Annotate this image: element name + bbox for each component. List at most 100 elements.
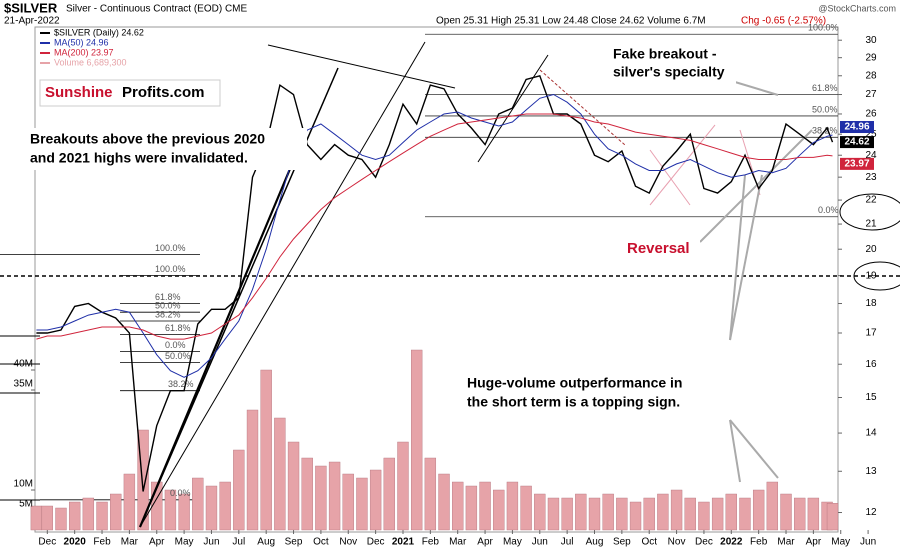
x-tick-label: Feb bbox=[422, 537, 440, 548]
y-tick-label: 16 bbox=[865, 359, 877, 370]
note: Breakouts above the previous 2020 bbox=[30, 131, 265, 147]
logo-box bbox=[39, 79, 221, 107]
note: silver's specialty bbox=[613, 64, 725, 80]
fib-label: 0.0% bbox=[170, 488, 191, 498]
volume-bar bbox=[725, 493, 737, 531]
volume-bar bbox=[274, 417, 286, 531]
x-tick-label: May bbox=[831, 537, 850, 548]
volume-bar bbox=[41, 505, 53, 531]
arrow bbox=[734, 81, 779, 96]
trendline bbox=[649, 149, 691, 206]
x-tick-label: Nov bbox=[668, 537, 686, 548]
x-tick-label: Mar bbox=[449, 537, 467, 548]
arrow bbox=[729, 174, 746, 341]
fib-label: 50.0% bbox=[155, 301, 181, 311]
volume-bar bbox=[752, 489, 765, 531]
volume-bar bbox=[123, 473, 136, 531]
arrow bbox=[729, 419, 779, 479]
x-tick-label: Dec bbox=[367, 537, 385, 548]
x-tick-label: Aug bbox=[586, 537, 604, 548]
series-line bbox=[36, 74, 834, 492]
x-tick-label: Sep bbox=[613, 537, 631, 548]
logo-text: Profits.com bbox=[122, 84, 205, 101]
layer bbox=[0, 33, 869, 534]
volume-bar bbox=[575, 493, 587, 531]
y-tick-label: 30 bbox=[865, 35, 877, 46]
x-tick-label: Nov bbox=[339, 537, 357, 548]
chart-date: 21-Apr-2022 bbox=[4, 16, 60, 27]
volume-bar bbox=[55, 507, 67, 531]
y-tick-label: 29 bbox=[865, 52, 877, 63]
logo-text: Sunshine bbox=[45, 84, 113, 101]
y-tick-label: 22 bbox=[865, 195, 877, 206]
volume-bar bbox=[465, 485, 478, 531]
y-tick-label: 23 bbox=[865, 172, 877, 183]
note: Huge-volume outperformance in bbox=[467, 375, 682, 391]
value-tag bbox=[840, 121, 874, 134]
volume-bar bbox=[616, 497, 628, 531]
volume-bar bbox=[534, 493, 546, 531]
x-tick-label: Sep bbox=[285, 537, 303, 548]
watermark: @StockCharts.com bbox=[818, 3, 896, 13]
volume-bar bbox=[246, 409, 259, 531]
x-tick-label: Jul bbox=[561, 537, 574, 548]
trendline bbox=[477, 54, 549, 163]
volume-bar bbox=[219, 481, 231, 531]
y2-tick-label: 5M bbox=[19, 499, 33, 510]
volume-bar bbox=[547, 497, 560, 531]
volume-bar bbox=[424, 457, 437, 531]
fib-label: 61.8% bbox=[812, 83, 838, 93]
fib-label: 50.0% bbox=[165, 351, 191, 361]
note-box bbox=[608, 44, 736, 84]
volume-bar bbox=[602, 493, 614, 531]
volume-bar bbox=[397, 441, 409, 531]
y-tick-label: 28 bbox=[865, 70, 877, 81]
trendline bbox=[649, 124, 716, 206]
x-tick-label: Mar bbox=[121, 537, 139, 548]
value-tag bbox=[840, 136, 874, 149]
quote: Open 25.31 High 25.31 Low 24.48 Close 24… bbox=[436, 16, 706, 27]
value-tag-label: 24.62 bbox=[844, 137, 869, 148]
legend-label: $SILVER (Daily) 24.62 bbox=[54, 27, 144, 37]
legend-label: MA(200) 23.97 bbox=[54, 47, 114, 57]
volume-bar bbox=[287, 441, 300, 531]
x-tick-label: Apr bbox=[477, 537, 493, 548]
x-tick-label: Dec bbox=[38, 537, 56, 548]
fib-label: 100.0% bbox=[808, 23, 839, 33]
x-tick-label: May bbox=[175, 537, 194, 548]
x-tick-label: Jun bbox=[203, 537, 219, 548]
arrows bbox=[699, 81, 813, 483]
fib-label: 50.0% bbox=[812, 104, 838, 114]
circle bbox=[839, 193, 900, 231]
y-tick-label: 13 bbox=[865, 466, 877, 477]
x-tick-label: Dec bbox=[695, 537, 713, 548]
x-tick-label: Apr bbox=[149, 537, 165, 548]
y-tick-label: 27 bbox=[865, 89, 877, 100]
volume-bar bbox=[205, 485, 218, 531]
volume-bar bbox=[766, 481, 779, 531]
volume-bar bbox=[657, 493, 669, 531]
value-tag-label: 24.96 bbox=[844, 122, 869, 133]
volume-bar bbox=[452, 481, 464, 531]
fib-label: 0.0% bbox=[818, 205, 839, 215]
change: Chg -0.65 (-2.57%) bbox=[741, 16, 826, 27]
volume-bar bbox=[438, 473, 450, 531]
volume-bar bbox=[356, 477, 368, 531]
legend-label: Volume 6,689,300 bbox=[54, 57, 127, 67]
y2-tick-label: 10M bbox=[14, 479, 33, 490]
y-tick-label: 18 bbox=[865, 298, 877, 309]
volume-bar bbox=[670, 489, 683, 531]
y2-tick-label: 40M bbox=[14, 359, 33, 370]
y-tick-label: 24 bbox=[865, 150, 877, 161]
fib-label: 61.8% bbox=[165, 323, 191, 333]
trendline bbox=[539, 69, 626, 146]
volume-bar bbox=[794, 497, 806, 531]
chart-title: $SILVER bbox=[4, 0, 58, 15]
note: Reversal bbox=[627, 240, 690, 257]
volume-bar bbox=[826, 503, 839, 531]
x-tick-label: Oct bbox=[313, 537, 329, 548]
x-tick-label: Jul bbox=[232, 537, 245, 548]
value-tag bbox=[840, 157, 874, 170]
x-tick-label: 2021 bbox=[392, 537, 415, 548]
